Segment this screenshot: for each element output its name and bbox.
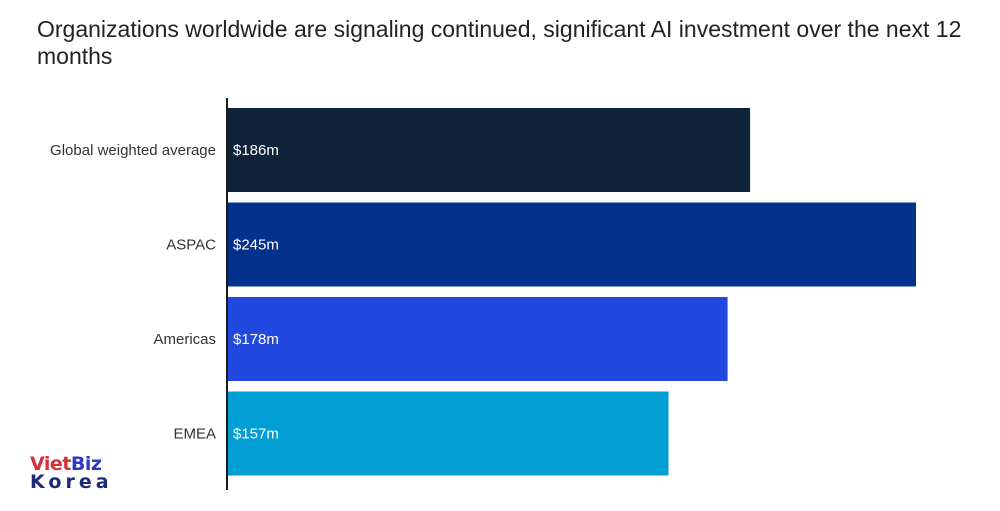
category-label: ASPAC	[166, 237, 216, 254]
value-label: $157m	[233, 426, 279, 443]
value-label: $178m	[233, 331, 279, 348]
brand-logo-top: VietBiz	[30, 453, 102, 475]
value-label: $186m	[233, 142, 279, 159]
bars-layer: Global weighted average $186m ASPAC $245m Am…	[50, 108, 916, 476]
bar-americas	[227, 297, 728, 381]
chart-title: Organizations worldwide are signaling co…	[37, 16, 962, 69]
bar-emea	[227, 391, 669, 476]
category-label: Americas	[153, 331, 216, 348]
category-label: Global weighted average	[50, 142, 216, 159]
brand-logo-part-b: Biz	[70, 453, 102, 475]
brand-logo: VietBiz Korea	[30, 454, 130, 496]
category-label: EMEA	[173, 426, 216, 443]
bar-global-weighted-average	[227, 108, 751, 192]
value-label: $245m	[233, 237, 279, 254]
bar-aspac	[227, 202, 916, 287]
brand-logo-part-a: Viet	[30, 453, 71, 475]
brand-logo-bottom: Korea	[30, 471, 113, 493]
